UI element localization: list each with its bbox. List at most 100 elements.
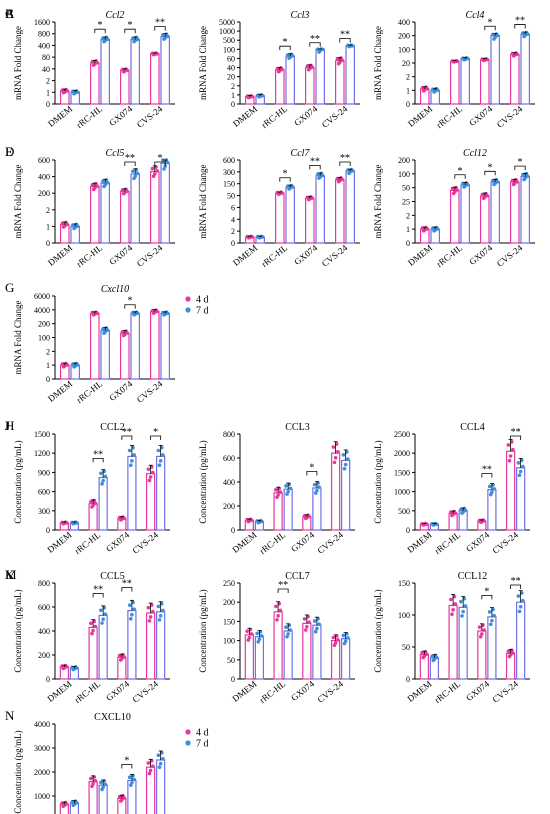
significance-bracket (309, 164, 321, 170)
significance-bracket (481, 473, 493, 478)
x-tick-label: CVS-24 (490, 529, 520, 555)
data-point (93, 779, 98, 783)
y-tick-label: 0 (46, 100, 50, 109)
data-point (121, 191, 126, 196)
significance-bracket (339, 38, 351, 43)
legend: 4 d7 d (185, 295, 209, 317)
x-tick-label: rRC-HL (259, 243, 289, 269)
chart-title: Ccl7 (291, 148, 311, 159)
x-tick-label: rRC-HL (434, 243, 464, 269)
y-tick-label: 2 (46, 347, 50, 356)
bar-E-rRC-HL-s0 (275, 192, 285, 244)
data-point (303, 628, 308, 632)
chart-title: Ccl2 (106, 10, 125, 21)
y-axis-label: Concentration (pg/mL) (198, 440, 208, 523)
panel-letter: J (5, 418, 10, 433)
y-tick-label: 1 (46, 88, 50, 97)
significance-bracket (94, 28, 106, 34)
bar-F-rRC-HL-s0 (450, 189, 460, 244)
data-point (127, 603, 132, 607)
bar-F-GX074-s0 (480, 195, 490, 244)
data-point (148, 768, 153, 773)
data-point (432, 90, 436, 94)
y-tick-label: 40 (42, 65, 50, 74)
y-tick-label: 0 (231, 675, 235, 684)
y-tick-label: 5000 (219, 18, 235, 27)
bar-K-rRC-HL-s1 (98, 614, 108, 680)
data-point (305, 624, 309, 629)
bar-A-rRC-HL-s1 (100, 38, 110, 105)
data-point (506, 443, 511, 447)
bar-B-CVS-24-s1 (345, 45, 355, 105)
x-tick-label: CVS-24 (495, 103, 525, 129)
x-tick-label: CVS-24 (130, 529, 160, 555)
data-point (508, 454, 513, 458)
panel-J: J CCL4 Concentration (pg/mL) 0 500 1000 1500 20… (5, 418, 530, 556)
data-point (99, 471, 103, 476)
x-tick-label: DMEM (46, 379, 74, 404)
y-tick-label: 150 (223, 180, 235, 189)
data-point (421, 229, 426, 233)
data-point (151, 174, 156, 179)
bar-M-CVS-24-s1 (516, 601, 526, 680)
significance-marker: ** (278, 580, 288, 591)
data-point (478, 634, 483, 639)
data-point (130, 612, 134, 617)
bar-K-CVS-24-s1 (156, 611, 166, 680)
x-tick-label: CVS-24 (490, 678, 520, 704)
data-point (451, 608, 455, 612)
panel-letter: B (5, 6, 14, 21)
significance-bracket (484, 25, 496, 31)
y-tick-label: 800 (38, 579, 50, 588)
bar-H-GX074-s1 (127, 455, 137, 531)
data-point (306, 197, 311, 202)
chart-title: CCL7 (285, 571, 309, 582)
y-tick-label: 150 (398, 579, 410, 588)
legend-label: 7 d (196, 739, 209, 750)
significance-bracket (121, 587, 133, 592)
y-tick-label: 400 (38, 627, 50, 636)
bar-A-GX074-s0 (119, 69, 130, 105)
data-point (158, 761, 163, 766)
y-tick-label: 50 (402, 184, 410, 193)
bar-J-CVS-24-s0 (505, 450, 516, 531)
y-tick-label: 20 (227, 73, 235, 82)
chart-title: Cxcl10 (101, 284, 129, 295)
data-point (333, 456, 338, 460)
y-tick-label: 40 (227, 64, 235, 73)
data-point (93, 624, 98, 629)
bar-B-GX074-s1 (315, 48, 325, 105)
significance-bracket (124, 304, 136, 309)
data-point (507, 458, 512, 463)
bar-E-CVS-24-s0 (335, 179, 345, 244)
chart-title: CXCL10 (94, 712, 131, 723)
y-tick-label: 100 (398, 45, 410, 54)
y-tick-label: 600 (223, 156, 235, 165)
y-axis-label: mRNA Fold Change (198, 26, 208, 100)
data-point (421, 88, 426, 93)
data-point (151, 470, 155, 475)
data-point (420, 650, 424, 655)
bar-M-GX074-s1 (487, 616, 497, 680)
data-point (331, 635, 336, 640)
data-point (278, 608, 283, 613)
legend-label: 4 d (196, 728, 209, 739)
data-point (522, 34, 526, 39)
data-point (151, 764, 155, 768)
chart-title: Ccl5 (106, 148, 125, 159)
y-tick-label: 500 (223, 36, 235, 45)
significance-bracket (279, 177, 291, 182)
bar-D-CVS-24-s0 (150, 171, 160, 244)
data-point (477, 625, 482, 629)
significance-bracket (154, 161, 166, 166)
data-point (313, 491, 318, 495)
y-tick-label: 1500 (394, 468, 410, 477)
data-point (274, 488, 278, 492)
x-tick-label: GX074 (107, 378, 134, 403)
significance-marker: * (128, 20, 133, 31)
data-point (346, 636, 350, 640)
data-point (347, 171, 351, 176)
y-tick-label: 0 (231, 239, 235, 248)
bar-C-rRC-HL-s0 (450, 60, 460, 105)
